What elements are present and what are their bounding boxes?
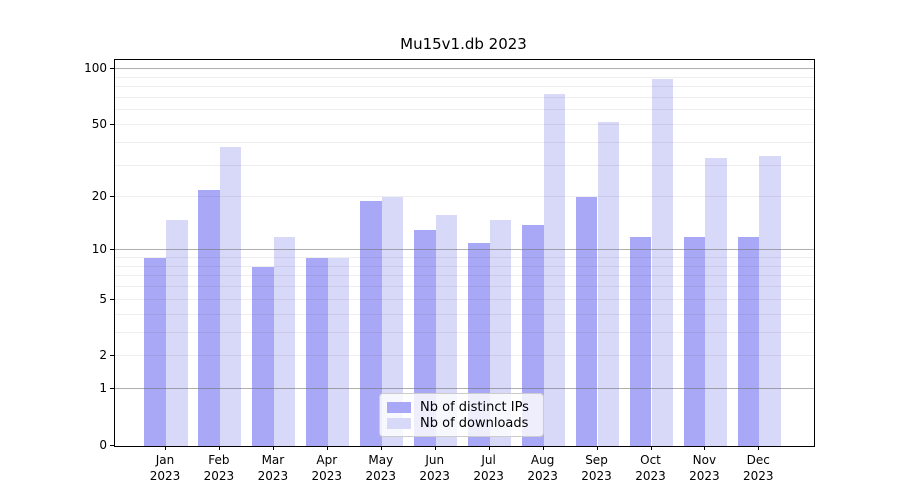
x-tick-label-mar: Mar 2023 (257, 453, 289, 483)
x-tick-label-aug: Aug 2023 (527, 453, 558, 483)
y-tick-mark-50 (110, 123, 114, 125)
x-tick-mark-nov (704, 446, 706, 450)
y-tick-label-20: 20 (91, 189, 107, 204)
chart-legend: Nb of distinct IPs Nb of downloads (379, 393, 544, 437)
x-tick-mark-apr (326, 446, 328, 450)
bar-jun-downloads (435, 214, 458, 446)
y-tick-label-100: 100 (84, 61, 107, 75)
bar-dec-distinct-ips (737, 236, 760, 446)
y-tick-label-2: 2 (99, 348, 107, 363)
y-tick-mark-10 (110, 249, 114, 251)
y-tick-mark-100 (110, 68, 114, 69)
bar-may-downloads (381, 197, 404, 446)
plot-area (114, 59, 815, 447)
bar-oct-downloads (651, 79, 674, 446)
legend-item-downloads: Nb of downloads (387, 415, 535, 431)
x-tick-mark-dec (758, 446, 760, 450)
y-tick-mark-5 (110, 298, 114, 300)
legend-item-distinct-ips: Nb of distinct IPs (387, 399, 535, 415)
y-tick-label-0: 0 (99, 438, 107, 452)
bar-apr-downloads (327, 257, 350, 446)
x-tick-label-nov: Nov 2023 (689, 453, 720, 483)
legend-label-downloads: Nb of downloads (420, 415, 529, 431)
x-tick-mark-jan (165, 446, 166, 450)
y-tick-mark-2 (110, 355, 114, 357)
y-tick-label-50: 50 (91, 116, 107, 131)
x-tick-label-jan: Jan 2023 (149, 453, 181, 483)
bar-nov-distinct-ips (683, 236, 706, 446)
bar-dec-downloads (759, 155, 781, 446)
gridline-y-80 (115, 86, 814, 87)
y-tick-label-10: 10 (91, 242, 107, 257)
x-tick-mark-sep (596, 446, 598, 450)
x-tick-label-sep: Sep 2023 (581, 453, 612, 483)
bar-feb-distinct-ips (198, 189, 220, 446)
x-tick-mark-aug (542, 446, 544, 450)
bar-jan-downloads (166, 219, 188, 446)
x-tick-mark-may (380, 446, 382, 450)
bar-aug-distinct-ips (522, 224, 544, 446)
y-tick-label-5: 5 (99, 291, 107, 306)
bar-apr-distinct-ips (306, 257, 328, 446)
x-tick-mark-oct (650, 446, 652, 450)
legend-swatch-distinct-ips (387, 401, 411, 413)
gridline-y-70 (115, 96, 814, 98)
bar-mar-downloads (273, 236, 296, 446)
x-tick-mark-jun (434, 446, 436, 450)
x-tick-label-may: May 2023 (365, 453, 397, 483)
bar-nov-downloads (705, 157, 727, 446)
x-tick-label-oct: Oct 2023 (635, 453, 666, 483)
x-tick-label-feb: Feb 2023 (203, 453, 235, 483)
y-tick-mark-0 (110, 445, 114, 446)
gridline-y-60 (115, 109, 814, 111)
gridline-y-40 (115, 141, 814, 143)
bar-sep-distinct-ips (575, 197, 598, 446)
bar-mar-distinct-ips (252, 266, 274, 446)
bar-sep-downloads (597, 121, 620, 446)
legend-label-distinct-ips: Nb of distinct IPs (420, 399, 529, 415)
x-tick-label-jun: Jun 2023 (419, 453, 450, 483)
x-tick-label-dec: Dec 2023 (743, 453, 774, 483)
y-tick-mark-20 (110, 196, 114, 198)
x-tick-mark-jul (488, 446, 490, 450)
x-tick-mark-feb (218, 446, 220, 450)
x-tick-label-jul: Jul 2023 (473, 453, 504, 483)
y-tick-mark-1 (110, 388, 114, 390)
bar-may-distinct-ips (360, 201, 382, 446)
legend-swatch-downloads (387, 417, 411, 429)
gridline-y-90 (115, 76, 814, 78)
x-tick-mark-mar (272, 446, 274, 450)
gridline-y-100 (115, 68, 814, 69)
bar-jan-distinct-ips (144, 257, 166, 446)
gridline-y-50 (115, 123, 814, 125)
y-tick-label-1: 1 (99, 381, 107, 396)
bar-jun-distinct-ips (414, 230, 436, 446)
chart-title: Mu15v1.db 2023 (400, 35, 527, 53)
x-tick-label-apr: Apr 2023 (311, 453, 343, 483)
bar-oct-distinct-ips (629, 236, 652, 446)
bar-aug-downloads (543, 94, 566, 446)
bar-feb-downloads (219, 146, 242, 446)
